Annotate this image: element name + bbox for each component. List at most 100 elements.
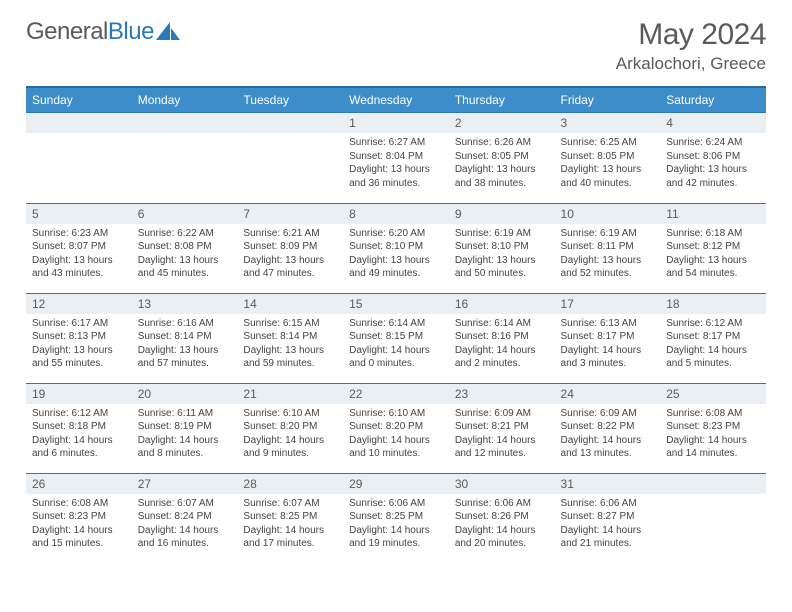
day-number: 20 xyxy=(132,383,238,404)
day-content: Sunrise: 6:10 AMSunset: 8:20 PMDaylight:… xyxy=(237,404,343,467)
calendar-day-cell: 16Sunrise: 6:14 AMSunset: 8:16 PMDayligh… xyxy=(449,292,555,382)
day-number: 22 xyxy=(343,383,449,404)
location: Arkalochori, Greece xyxy=(616,54,766,74)
title-block: May 2024 Arkalochori, Greece xyxy=(616,18,766,74)
weekday-header: Friday xyxy=(555,87,661,112)
day-number: 27 xyxy=(132,473,238,494)
calendar-week-row: 19Sunrise: 6:12 AMSunset: 8:18 PMDayligh… xyxy=(26,382,766,472)
day-number: 10 xyxy=(555,203,661,224)
daylight-text: Daylight: 13 hours and 42 minutes. xyxy=(666,163,760,190)
sunrise-text: Sunrise: 6:11 AM xyxy=(138,407,232,421)
daylight-text: Daylight: 13 hours and 43 minutes. xyxy=(32,254,126,281)
day-number: 8 xyxy=(343,203,449,224)
day-content: Sunrise: 6:19 AMSunset: 8:11 PMDaylight:… xyxy=(555,224,661,287)
day-number: 16 xyxy=(449,293,555,314)
day-content: Sunrise: 6:14 AMSunset: 8:15 PMDaylight:… xyxy=(343,314,449,377)
sunset-text: Sunset: 8:26 PM xyxy=(455,510,549,524)
day-number xyxy=(132,112,238,133)
calendar-day-cell: 6Sunrise: 6:22 AMSunset: 8:08 PMDaylight… xyxy=(132,202,238,292)
daylight-text: Daylight: 14 hours and 5 minutes. xyxy=(666,344,760,371)
day-content: Sunrise: 6:17 AMSunset: 8:13 PMDaylight:… xyxy=(26,314,132,377)
day-number: 21 xyxy=(237,383,343,404)
daylight-text: Daylight: 13 hours and 36 minutes. xyxy=(349,163,443,190)
daylight-text: Daylight: 13 hours and 52 minutes. xyxy=(561,254,655,281)
day-number: 3 xyxy=(555,112,661,133)
sunrise-text: Sunrise: 6:09 AM xyxy=(561,407,655,421)
daylight-text: Daylight: 13 hours and 57 minutes. xyxy=(138,344,232,371)
day-content: Sunrise: 6:21 AMSunset: 8:09 PMDaylight:… xyxy=(237,224,343,287)
day-content: Sunrise: 6:06 AMSunset: 8:26 PMDaylight:… xyxy=(449,494,555,557)
calendar-week-row: 1Sunrise: 6:27 AMSunset: 8:04 PMDaylight… xyxy=(26,112,766,202)
sunset-text: Sunset: 8:15 PM xyxy=(349,330,443,344)
daylight-text: Daylight: 14 hours and 15 minutes. xyxy=(32,524,126,551)
day-content: Sunrise: 6:10 AMSunset: 8:20 PMDaylight:… xyxy=(343,404,449,467)
month-title: May 2024 xyxy=(616,18,766,52)
sunrise-text: Sunrise: 6:21 AM xyxy=(243,227,337,241)
calendar-day-cell: 30Sunrise: 6:06 AMSunset: 8:26 PMDayligh… xyxy=(449,472,555,562)
sunrise-text: Sunrise: 6:12 AM xyxy=(32,407,126,421)
sunrise-text: Sunrise: 6:20 AM xyxy=(349,227,443,241)
logo-sail-icon xyxy=(156,22,182,42)
daylight-text: Daylight: 14 hours and 14 minutes. xyxy=(666,434,760,461)
daylight-text: Daylight: 14 hours and 20 minutes. xyxy=(455,524,549,551)
daylight-text: Daylight: 13 hours and 38 minutes. xyxy=(455,163,549,190)
sunrise-text: Sunrise: 6:13 AM xyxy=(561,317,655,331)
calendar-day-cell: 5Sunrise: 6:23 AMSunset: 8:07 PMDaylight… xyxy=(26,202,132,292)
sunset-text: Sunset: 8:11 PM xyxy=(561,240,655,254)
day-number: 23 xyxy=(449,383,555,404)
daylight-text: Daylight: 14 hours and 8 minutes. xyxy=(138,434,232,461)
sunset-text: Sunset: 8:17 PM xyxy=(666,330,760,344)
sunrise-text: Sunrise: 6:24 AM xyxy=(666,136,760,150)
day-number: 29 xyxy=(343,473,449,494)
daylight-text: Daylight: 14 hours and 2 minutes. xyxy=(455,344,549,371)
day-content: Sunrise: 6:24 AMSunset: 8:06 PMDaylight:… xyxy=(660,133,766,196)
day-content: Sunrise: 6:26 AMSunset: 8:05 PMDaylight:… xyxy=(449,133,555,196)
day-content: Sunrise: 6:22 AMSunset: 8:08 PMDaylight:… xyxy=(132,224,238,287)
day-number: 7 xyxy=(237,203,343,224)
day-content: Sunrise: 6:12 AMSunset: 8:18 PMDaylight:… xyxy=(26,404,132,467)
calendar-day-cell: 27Sunrise: 6:07 AMSunset: 8:24 PMDayligh… xyxy=(132,472,238,562)
sunrise-text: Sunrise: 6:12 AM xyxy=(666,317,760,331)
daylight-text: Daylight: 13 hours and 55 minutes. xyxy=(32,344,126,371)
calendar-day-cell: 15Sunrise: 6:14 AMSunset: 8:15 PMDayligh… xyxy=(343,292,449,382)
calendar-day-cell: 31Sunrise: 6:06 AMSunset: 8:27 PMDayligh… xyxy=(555,472,661,562)
day-content: Sunrise: 6:06 AMSunset: 8:27 PMDaylight:… xyxy=(555,494,661,557)
sunset-text: Sunset: 8:24 PM xyxy=(138,510,232,524)
sunrise-text: Sunrise: 6:19 AM xyxy=(561,227,655,241)
calendar-day-cell xyxy=(237,112,343,202)
day-number: 28 xyxy=(237,473,343,494)
day-number: 9 xyxy=(449,203,555,224)
daylight-text: Daylight: 14 hours and 9 minutes. xyxy=(243,434,337,461)
sunset-text: Sunset: 8:19 PM xyxy=(138,420,232,434)
day-number: 11 xyxy=(660,203,766,224)
sunrise-text: Sunrise: 6:06 AM xyxy=(561,497,655,511)
sunrise-text: Sunrise: 6:25 AM xyxy=(561,136,655,150)
sunset-text: Sunset: 8:10 PM xyxy=(455,240,549,254)
day-content: Sunrise: 6:06 AMSunset: 8:25 PMDaylight:… xyxy=(343,494,449,557)
day-number: 1 xyxy=(343,112,449,133)
daylight-text: Daylight: 13 hours and 40 minutes. xyxy=(561,163,655,190)
sunset-text: Sunset: 8:04 PM xyxy=(349,150,443,164)
sunrise-text: Sunrise: 6:06 AM xyxy=(349,497,443,511)
weekday-header: Tuesday xyxy=(237,87,343,112)
daylight-text: Daylight: 14 hours and 10 minutes. xyxy=(349,434,443,461)
sunrise-text: Sunrise: 6:10 AM xyxy=(243,407,337,421)
sunset-text: Sunset: 8:08 PM xyxy=(138,240,232,254)
calendar-day-cell: 22Sunrise: 6:10 AMSunset: 8:20 PMDayligh… xyxy=(343,382,449,472)
sunset-text: Sunset: 8:17 PM xyxy=(561,330,655,344)
sunrise-text: Sunrise: 6:07 AM xyxy=(243,497,337,511)
calendar-week-row: 26Sunrise: 6:08 AMSunset: 8:23 PMDayligh… xyxy=(26,472,766,562)
daylight-text: Daylight: 13 hours and 49 minutes. xyxy=(349,254,443,281)
sunrise-text: Sunrise: 6:09 AM xyxy=(455,407,549,421)
sunrise-text: Sunrise: 6:23 AM xyxy=(32,227,126,241)
day-content: Sunrise: 6:12 AMSunset: 8:17 PMDaylight:… xyxy=(660,314,766,377)
weekday-header: Saturday xyxy=(660,87,766,112)
daylight-text: Daylight: 14 hours and 13 minutes. xyxy=(561,434,655,461)
sunrise-text: Sunrise: 6:26 AM xyxy=(455,136,549,150)
logo-text-blue: Blue xyxy=(108,18,154,46)
day-number: 26 xyxy=(26,473,132,494)
sunrise-text: Sunrise: 6:15 AM xyxy=(243,317,337,331)
calendar-day-cell: 17Sunrise: 6:13 AMSunset: 8:17 PMDayligh… xyxy=(555,292,661,382)
calendar-day-cell: 18Sunrise: 6:12 AMSunset: 8:17 PMDayligh… xyxy=(660,292,766,382)
daylight-text: Daylight: 13 hours and 45 minutes. xyxy=(138,254,232,281)
